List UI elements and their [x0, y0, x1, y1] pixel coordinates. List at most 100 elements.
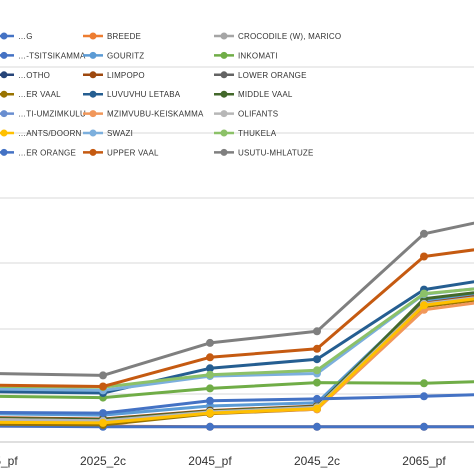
series-line [0, 297, 474, 425]
legend-item: BREEDE [83, 32, 141, 41]
legend-item: …-TSITSIKAMMA [0, 51, 86, 60]
legend-label: MIDDLE VAAL [238, 90, 293, 99]
data-point [206, 370, 214, 379]
series-line [0, 424, 474, 429]
series-10 [0, 280, 474, 397]
legend-item: OLIFANTS [214, 110, 278, 119]
legend-label: INKOMATI [238, 51, 278, 60]
legend-item: GOURITZ [83, 51, 144, 60]
legend-label: …TI-UMZIMKULU [18, 110, 86, 119]
legend-label: …ER ORANGE [18, 148, 76, 157]
legend-item: THUKELA [214, 129, 277, 138]
legend-item: SWAZI [83, 129, 133, 138]
legend-item: …OTHO [0, 71, 50, 80]
legend-item: …ER ORANGE [0, 148, 76, 157]
legend-label: …ER VAAL [18, 90, 61, 99]
series-line [0, 380, 474, 400]
series-line [0, 393, 474, 415]
data-point [313, 327, 321, 336]
legend-swatch-marker [0, 129, 8, 137]
legend-swatch-marker [89, 148, 97, 156]
legend-label: LIMPOPO [107, 71, 145, 80]
legend-swatch-marker [89, 51, 97, 59]
legend-label: UPPER VAAL [107, 148, 159, 157]
legend-swatch-marker [0, 148, 8, 156]
legend-label: LOWER ORANGE [238, 71, 307, 80]
data-point [99, 418, 107, 427]
legend-swatch-marker [220, 32, 228, 40]
legend-swatch-marker [220, 90, 228, 98]
series-18 [0, 392, 474, 418]
legend-label: GOURITZ [107, 51, 144, 60]
legend-swatch-marker [89, 32, 97, 40]
legend-swatch-marker [220, 51, 228, 59]
legend-label: …OTHO [18, 71, 50, 80]
series-line [0, 221, 474, 377]
legend-swatch-marker [0, 71, 8, 79]
series-15 [0, 297, 474, 427]
data-point [313, 344, 321, 353]
data-point [313, 394, 321, 403]
series-3 [0, 422, 474, 431]
data-point [206, 353, 214, 362]
series-line [0, 280, 474, 395]
legend-swatch-marker [220, 110, 228, 118]
series-16 [0, 287, 474, 395]
data-point [206, 396, 214, 405]
legend-swatch-marker [0, 51, 8, 59]
data-point [313, 366, 321, 375]
legend-swatch-marker [220, 71, 228, 79]
legend-label: MZIMVUBU-KEISKAMMA [107, 110, 204, 119]
legend-item: LOWER ORANGE [214, 71, 307, 80]
x-axis: 2015_pf2025_2c2045_pf2045_2c2065_pf2065_… [0, 454, 446, 468]
series-line [0, 293, 474, 417]
legend-swatch-marker [89, 71, 97, 79]
series-lines [0, 221, 474, 431]
legend-swatch-marker [89, 110, 97, 118]
series-line [0, 287, 474, 389]
legend-item: MIDDLE VAAL [214, 90, 293, 99]
data-point [313, 355, 321, 364]
x-tick-label: 2065_pf [402, 454, 446, 468]
data-point [206, 364, 214, 373]
legend: …G BREEDE CROCODILE (W), MARICO …-TSITSIKAM… [0, 32, 341, 157]
legend-item: LUVUVHU LETABA [83, 90, 181, 99]
legend-item: …ER VAAL [0, 90, 61, 99]
data-point [313, 422, 321, 431]
data-point [420, 379, 428, 388]
legend-item: MZIMVUBU-KEISKAMMA [83, 110, 204, 119]
data-point [313, 378, 321, 387]
data-point [313, 404, 321, 413]
series-line [0, 248, 474, 388]
data-point [420, 252, 428, 261]
legend-label: …ANTS/DOORN [18, 129, 82, 138]
legend-item: INKOMATI [214, 51, 278, 60]
data-point [206, 384, 214, 393]
data-point [99, 371, 107, 380]
legend-swatch-marker [220, 129, 228, 137]
legend-item: …TI-UMZIMKULU [0, 110, 86, 119]
series-19 [0, 248, 474, 391]
data-point [99, 382, 107, 391]
legend-label: CROCODILE (W), MARICO [238, 32, 341, 41]
x-tick-label: 2015_pf [0, 454, 18, 468]
series-line [0, 301, 474, 423]
legend-swatch-marker [0, 110, 8, 118]
legend-swatch-marker [220, 148, 228, 156]
data-point [420, 229, 428, 238]
legend-item: …G [0, 32, 32, 41]
legend-swatch-marker [89, 129, 97, 137]
legend-label: …-TSITSIKAMMA [18, 51, 86, 60]
legend-label: SWAZI [107, 129, 133, 138]
legend-swatch-marker [0, 90, 8, 98]
data-point [206, 409, 214, 418]
x-tick-label: 2045_2c [294, 454, 340, 468]
x-tick-label: 2045_pf [188, 454, 232, 468]
data-point [420, 301, 428, 310]
data-point [99, 409, 107, 418]
data-point [206, 338, 214, 347]
data-point [206, 422, 214, 431]
data-point [420, 289, 428, 298]
